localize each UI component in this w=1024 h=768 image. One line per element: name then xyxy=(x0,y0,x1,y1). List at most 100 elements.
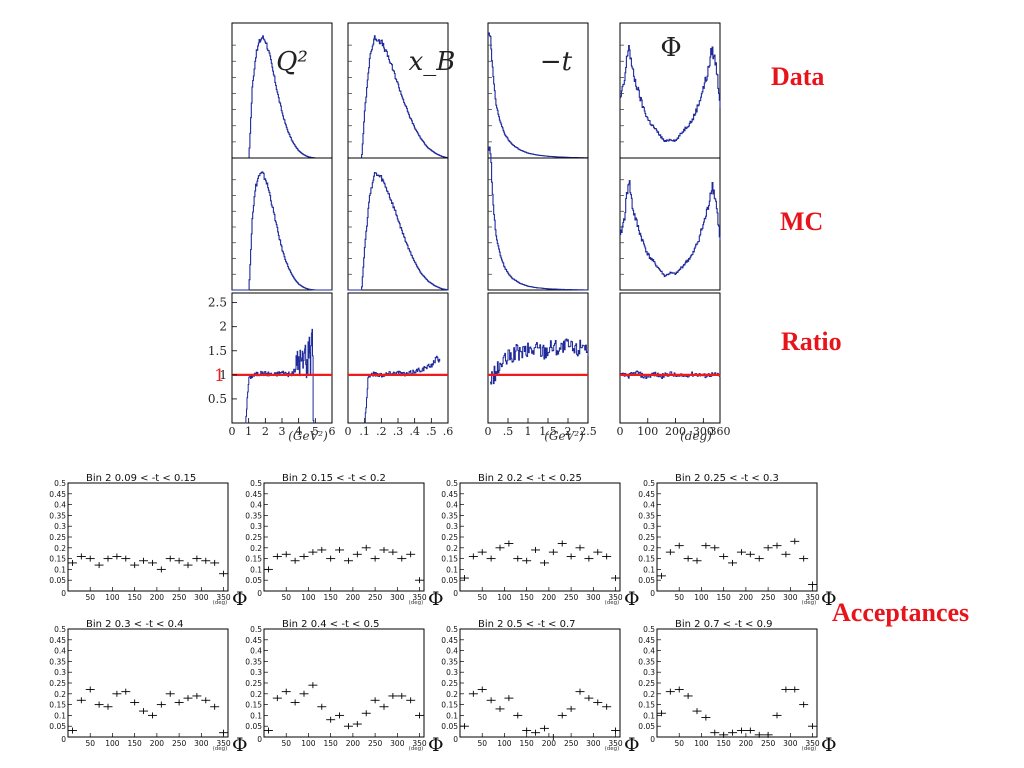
variable-label-3: Φ xyxy=(660,33,681,63)
mc-panel-0 xyxy=(231,157,333,291)
y-tick-label: 0.35 xyxy=(49,511,66,520)
x-tick-label: 150 xyxy=(717,593,732,602)
top-column-1: x_B xyxy=(347,22,455,291)
acceptance-panel-7: Bin 2 0.7 < -t < 0.9 0.5 0.45 0.40.35 0.3 0.2… xyxy=(638,619,836,756)
panel-title: Bin 2 0.25 < -t < 0.3 xyxy=(675,473,779,484)
x-tick-label: 1.5 xyxy=(539,425,557,438)
x-tick-label: 200 xyxy=(150,593,165,602)
x-tick-label: 50 xyxy=(85,593,95,602)
x-tick-label: 350 xyxy=(412,739,427,748)
y-tick-label: 0.2 xyxy=(54,544,66,553)
y-tick-label: 0.15 xyxy=(245,701,262,710)
top-column-2: −t xyxy=(487,22,589,291)
label-ratio: Ratio xyxy=(781,327,842,356)
panel-frame xyxy=(263,628,425,738)
x-tick-label: 250 xyxy=(172,739,187,748)
y-tick-label: 0.45 xyxy=(49,636,66,645)
x-tick-label: 0 xyxy=(345,425,352,438)
y-tick-label: 0.45 xyxy=(441,490,458,499)
data-panel-1: x_B xyxy=(347,22,455,159)
x-tick-label: 250 xyxy=(368,593,383,602)
panel-title: Bin 2 0.4 < -t < 0.5 xyxy=(282,619,380,630)
x-tick-label: 50 xyxy=(674,739,684,748)
x-tick-label: 100 xyxy=(105,739,120,748)
panel-frame xyxy=(487,157,589,291)
y-tick-label: 0.1 xyxy=(446,711,458,720)
y-tick-label: 0.45 xyxy=(245,636,262,645)
y-tick-label: 0.05 xyxy=(441,576,458,585)
y-tick-label: 0.5 xyxy=(446,479,458,488)
y-tick-label: 0.3 xyxy=(54,522,66,531)
y-tick-label: 0.3 xyxy=(250,522,262,531)
y-tick-label: 0.35 xyxy=(638,511,655,520)
acceptance-panel-2: Bin 2 0.2 < -t < 0.25 0.5 0.45 0.40.35 0.3 0.… xyxy=(441,473,639,610)
top-column-0: Q² xyxy=(231,22,333,291)
panel-title: Bin 2 0.2 < -t < 0.25 xyxy=(478,473,582,484)
y-tick-label: 0.2 xyxy=(446,690,458,699)
x-variable-label: Φ xyxy=(428,588,444,610)
x-tick-label: 250 xyxy=(564,739,579,748)
y-tick-label: 0.45 xyxy=(638,490,655,499)
ratio-series-2 xyxy=(490,338,589,385)
x-tick-label: 200 xyxy=(542,593,557,602)
y-tick-label: 0.4 xyxy=(446,647,458,656)
x-tick-label: .5 xyxy=(503,425,514,438)
panel-frame xyxy=(459,628,621,738)
x-tick-label: 250 xyxy=(761,593,776,602)
origin-label: 0 xyxy=(650,735,655,744)
y-tick-label: 0.2 xyxy=(250,690,262,699)
origin-label: 0 xyxy=(61,735,66,744)
x-tick-label: 200 xyxy=(739,739,754,748)
x-unit-label: (deg) xyxy=(213,746,228,752)
x-tick-label: 2 xyxy=(262,425,269,438)
ratio-series-1 xyxy=(364,355,441,424)
x-tick-label: 300 xyxy=(783,593,798,602)
origin-label: 0 xyxy=(257,589,262,598)
y-tick-label: 0.15 xyxy=(49,701,66,710)
x-tick-label: 150 xyxy=(717,739,732,748)
panel-frame xyxy=(231,157,333,291)
origin-label: 0 xyxy=(61,589,66,598)
y-tick-label: 0.05 xyxy=(245,576,262,585)
x-tick-label: 350 xyxy=(608,593,623,602)
x-tick-label: .5 xyxy=(426,425,437,438)
panel-title: Bin 2 0.7 < -t < 0.9 xyxy=(675,619,773,630)
x-variable-label: Φ xyxy=(428,734,444,756)
x-tick-label: 300 xyxy=(390,739,405,748)
y-tick-label: 0.25 xyxy=(638,533,655,542)
x-tick-label: 100 xyxy=(301,739,316,748)
acceptance-panel-1: Bin 2 0.15 < -t < 0.2 0.5 0.45 0.40.35 0.3 0.… xyxy=(245,473,443,610)
panel-title: Bin 2 0.5 < -t < 0.7 xyxy=(478,619,576,630)
x-tick-label: 1 xyxy=(245,425,252,438)
mc-histogram-3 xyxy=(620,180,721,278)
data-histogram-3 xyxy=(620,45,721,142)
reference-label: 1 xyxy=(214,366,225,386)
y-tick-label: 0.35 xyxy=(441,657,458,666)
label-mc: MC xyxy=(780,207,824,236)
y-tick-label: 0.2 xyxy=(446,544,458,553)
panel-frame xyxy=(67,628,229,738)
data-panel-3: Φ xyxy=(619,22,721,159)
acceptance-panel-3: Bin 2 0.25 < -t < 0.3 0.5 0.45 0.40.35 0.3 0.… xyxy=(638,473,836,610)
y-tick-label: 0.3 xyxy=(446,522,458,531)
x-tick-label: 100 xyxy=(637,425,658,438)
x-axis-label: (GeV²) xyxy=(288,429,328,443)
origin-label: 0 xyxy=(650,589,655,598)
x-tick-label: 200 xyxy=(346,739,361,748)
x-tick-label: 350 xyxy=(216,593,231,602)
y-tick-label: 0.05 xyxy=(49,722,66,731)
y-tick-label: 0.45 xyxy=(638,636,655,645)
y-tick-label: 0.2 xyxy=(643,544,655,553)
x-tick-label: 150 xyxy=(128,593,143,602)
panel-frame xyxy=(487,22,589,159)
y-tick-label: 0.05 xyxy=(638,722,655,731)
y-tick-label: 0.05 xyxy=(638,576,655,585)
x-unit-label: (deg) xyxy=(409,600,424,606)
y-tick-label: 0.25 xyxy=(49,533,66,542)
x-tick-label: 350 xyxy=(608,739,623,748)
y-tick-label: 0.15 xyxy=(441,555,458,564)
top-column-3: Φ xyxy=(619,22,721,291)
x-unit-label: (deg) xyxy=(802,746,817,752)
x-tick-label: 250 xyxy=(172,593,187,602)
x-tick-label: 4 xyxy=(295,425,302,438)
